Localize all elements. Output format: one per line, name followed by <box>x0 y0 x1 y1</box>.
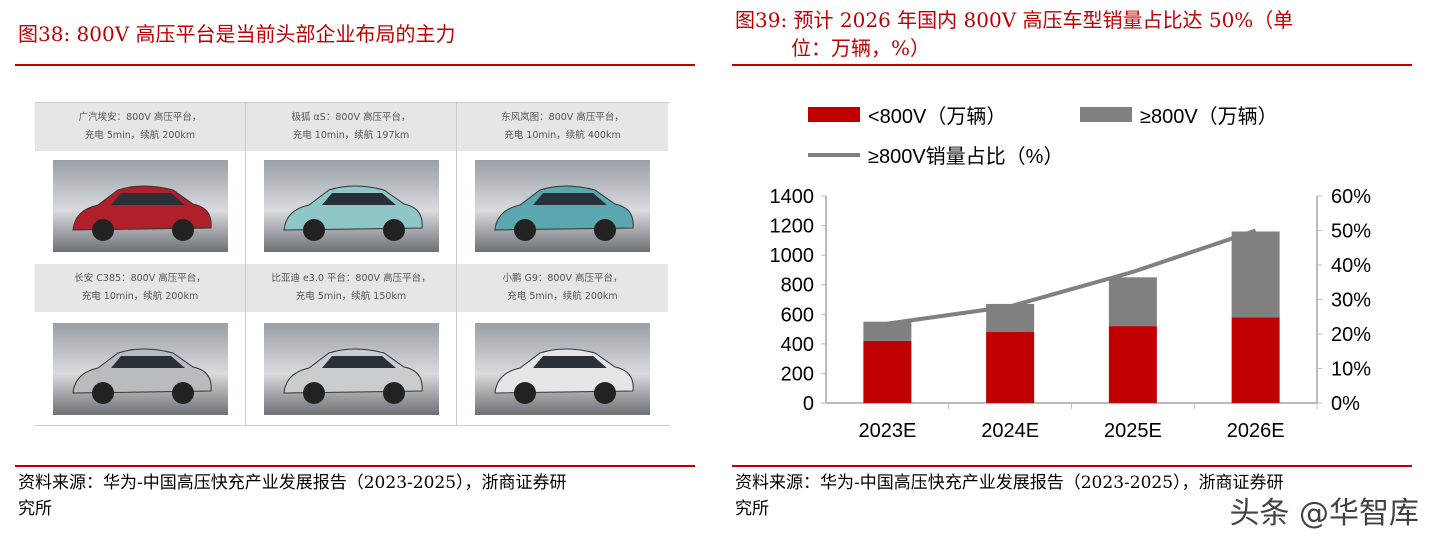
car-cell: 东风岚图：800V 高压平台， 充电 10min，续航 400km <box>457 103 668 264</box>
source-text: 资料来源：华为-中国高压快充产业发展报告（2023-2025），浙商证券研 究所 <box>18 470 567 522</box>
bar-below-800v <box>986 332 1035 403</box>
y-tick-label: 800 <box>781 275 814 297</box>
y-tick-label: 400 <box>781 334 814 356</box>
figure-38-title: 图38: 800V 高压平台是当前头部企业布局的主力 <box>18 22 456 46</box>
legend-swatch <box>808 152 860 157</box>
legend-item: ≥800V（万辆） <box>1080 100 1278 129</box>
caption-line: 充电 5min，续航 200km <box>84 130 196 141</box>
caption-line: 充电 5min，续航 150km <box>295 291 407 302</box>
x-tick-label: 2025E <box>1104 420 1162 442</box>
x-tick-label: 2024E <box>981 420 1039 442</box>
source-line: 究所 <box>735 499 769 519</box>
car-cell: 长安 C385：800V 高压平台， 充电 10min，续航 200km <box>35 264 246 425</box>
x-tick-label: 2023E <box>858 420 916 442</box>
car-caption: 极狐 αS：800V 高压平台， 充电 10min，续航 197km <box>246 103 456 151</box>
source-rule <box>732 465 1412 467</box>
y-tick-label: 1400 <box>770 186 815 208</box>
bar-800v-plus <box>1231 231 1280 318</box>
figure-39-title: 图39: 预计 2026 年国内 800V 高压车型销量占比达 50%（单位：万… <box>735 6 1293 62</box>
car-cell: 极狐 αS：800V 高压平台， 充电 10min，续航 197km <box>246 103 457 264</box>
bar-below-800v <box>1108 326 1157 403</box>
y2-tick-label: 40% <box>1331 255 1371 277</box>
car-caption: 比亚迪 e3.0 平台：800V 高压平台， 充电 5min，续航 150km <box>246 264 456 312</box>
y2-tick-label: 30% <box>1331 290 1371 312</box>
bar-800v-plus <box>1108 277 1157 327</box>
caption-line: 充电 5min，续航 200km <box>507 291 618 302</box>
source-rule <box>15 465 695 467</box>
y-tick-label: 0 <box>803 393 814 415</box>
car-photo <box>264 160 439 252</box>
y2-tick-label: 20% <box>1331 324 1371 346</box>
car-grid: 广汽埃安：800V 高压平台， 充电 5min，续航 200km 极狐 αS：80… <box>35 102 670 426</box>
y2-tick-label: 60% <box>1331 186 1371 208</box>
car-photo <box>475 323 650 415</box>
y2-tick-label: 10% <box>1331 359 1371 381</box>
source-line: 资料来源：华为-中国高压快充产业发展报告（2023-2025），浙商证券研 <box>18 473 567 493</box>
legend-swatch <box>808 107 860 122</box>
watermark: 头条 @华智库 <box>1229 496 1419 531</box>
y-tick-label: 600 <box>781 304 814 326</box>
car-caption: 长安 C385：800V 高压平台， 充电 10min，续航 200km <box>35 264 245 312</box>
legend-label: ≥800V销量占比（%） <box>868 146 1064 168</box>
source-line: 究所 <box>18 499 52 519</box>
car-caption: 东风岚图：800V 高压平台， 充电 10min，续航 400km <box>457 103 668 151</box>
x-tick-label: 2026E <box>1227 420 1285 442</box>
bar-below-800v <box>863 340 912 403</box>
caption-line: 长安 C385：800V 高压平台， <box>74 273 206 284</box>
title-line: 位：万辆，%） <box>791 36 931 60</box>
car-cell: 比亚迪 e3.0 平台：800V 高压平台， 充电 5min，续航 150km <box>246 264 457 425</box>
y2-tick-label: 50% <box>1331 221 1371 243</box>
caption-line: 比亚迪 e3.0 平台：800V 高压平台， <box>271 273 431 284</box>
legend-item: <800V（万辆） <box>808 100 1006 129</box>
legend-item: ≥800V销量占比（%） <box>808 140 1063 169</box>
title-line: 图39: 预计 2026 年国内 800V 高压车型销量占比达 50%（单 <box>735 8 1294 32</box>
legend-label: ≥800V（万辆） <box>1140 106 1278 128</box>
car-caption: 广汽埃安：800V 高压平台， 充电 5min，续航 200km <box>35 103 245 151</box>
car-cell: 小鹏 G9：800V 高压平台， 充电 5min，续航 200km <box>457 264 668 425</box>
caption-line: 小鹏 G9：800V 高压平台， <box>502 273 623 284</box>
y2-tick-label: 0% <box>1331 393 1360 415</box>
bar-below-800v <box>1231 317 1280 403</box>
share-line <box>887 228 1257 326</box>
car-caption: 小鹏 G9：800V 高压平台， 充电 5min，续航 200km <box>457 264 668 312</box>
car-cell: 广汽埃安：800V 高压平台， 充电 5min，续航 200km <box>35 103 246 264</box>
legend-label: <800V（万辆） <box>868 106 1007 128</box>
title-rule <box>15 64 695 66</box>
caption-line: 广汽埃安：800V 高压平台， <box>78 112 202 123</box>
bar-800v-plus <box>863 321 912 341</box>
car-photo <box>475 160 650 252</box>
source-text: 资料来源：华为-中国高压快充产业发展报告（2023-2025），浙商证券研 究所 <box>735 470 1284 522</box>
caption-line: 东风岚图：800V 高压平台， <box>501 112 624 123</box>
y-tick-label: 200 <box>781 363 814 385</box>
car-photo <box>264 323 439 415</box>
car-photo <box>53 160 228 252</box>
caption-line: 极狐 αS：800V 高压平台， <box>291 112 411 123</box>
title-rule <box>732 64 1412 66</box>
y-tick-label: 1200 <box>770 216 815 238</box>
y-tick-label: 1000 <box>770 245 815 267</box>
caption-line: 充电 10min，续航 200km <box>81 291 199 302</box>
caption-line: 充电 10min，续航 197km <box>292 130 410 141</box>
source-line: 资料来源：华为-中国高压快充产业发展报告（2023-2025），浙商证券研 <box>735 473 1284 493</box>
caption-line: 充电 10min，续航 400km <box>504 130 621 141</box>
car-photo <box>53 323 228 415</box>
legend-swatch <box>1080 107 1132 122</box>
